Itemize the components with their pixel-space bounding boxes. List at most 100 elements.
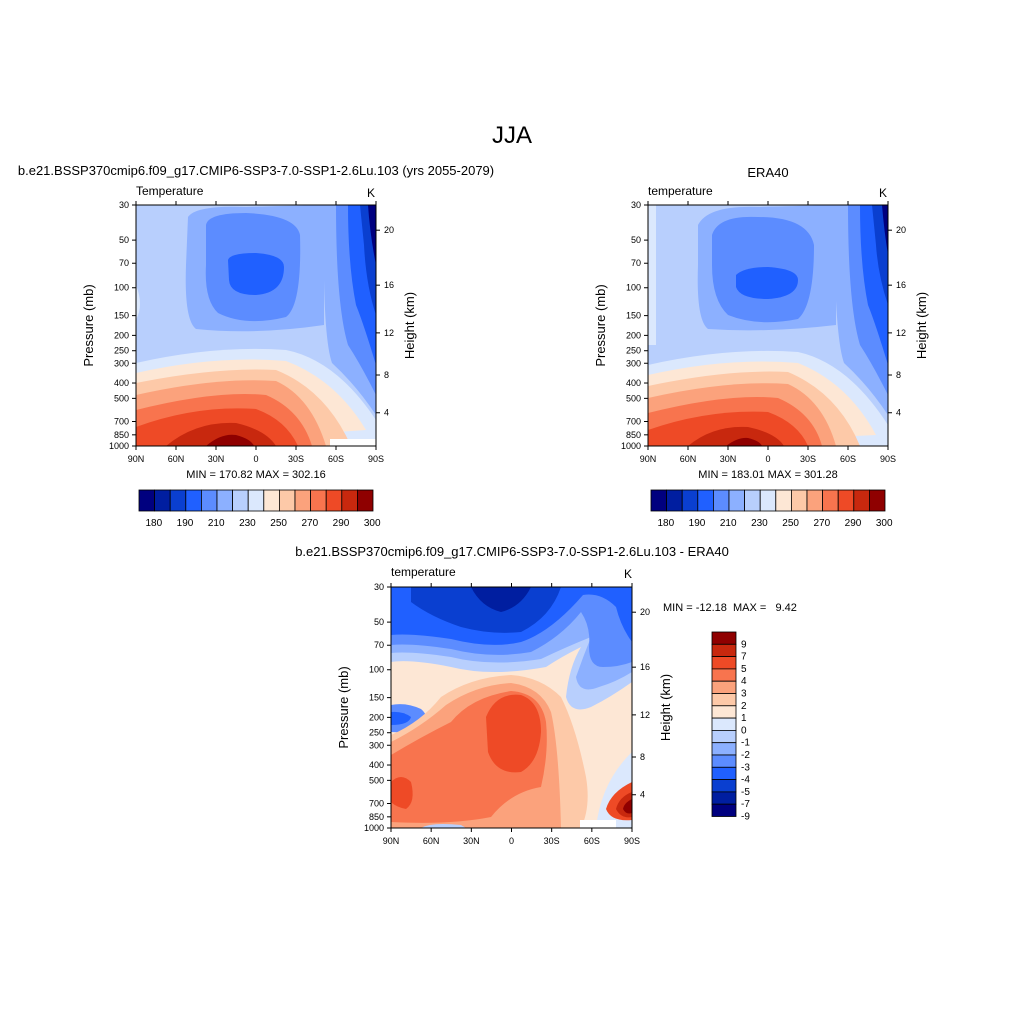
colorbar-swatch — [666, 489, 683, 512]
colorbar-swatch — [744, 489, 761, 512]
colorbar-swatch — [216, 489, 234, 512]
contour-band — [882, 205, 888, 255]
height-tick-label: 4 — [640, 790, 645, 800]
x-tick-label: 60N — [680, 454, 697, 464]
x-tick-label: 90N — [383, 836, 400, 846]
colorbar-label: 180 — [657, 518, 674, 529]
y-tick-label: 1000 — [109, 441, 129, 451]
y-tick-label: 700 — [369, 798, 384, 808]
colorbar-swatch — [169, 489, 187, 512]
colorbar-swatch — [185, 489, 202, 512]
height-tick-label: 8 — [640, 752, 645, 762]
colorbar-swatch — [650, 489, 668, 512]
colorbar-label: 9 — [741, 639, 747, 650]
colorbar-swatch — [711, 742, 737, 756]
colorbar-swatch — [247, 489, 265, 512]
contour-band — [471, 587, 531, 612]
colorbar-label: -3 — [741, 762, 750, 773]
colorbar-swatch — [711, 791, 737, 805]
y-tick-label: 70 — [374, 640, 384, 650]
y-tick-label: 150 — [114, 311, 129, 321]
colorbar-label: 300 — [364, 518, 381, 529]
colorbar-swatch — [310, 489, 327, 512]
y-tick-label: 850 — [369, 812, 384, 822]
contour-band — [368, 205, 376, 265]
contour-band — [228, 253, 284, 295]
height-tick-label: 20 — [384, 225, 394, 235]
colorbar-label: 0 — [741, 725, 747, 736]
y-tick-label: 1000 — [364, 823, 384, 833]
y-tick-label: 250 — [114, 346, 129, 356]
contour-band — [688, 426, 784, 446]
x-tick-label: 30N — [720, 454, 737, 464]
colorbar-label: 270 — [813, 518, 830, 529]
x-tick-label: 30S — [544, 836, 560, 846]
panel-diff: b.e21.BSSP370cmip6.f09_g17.CMIP6-SSP3-7.… — [295, 544, 797, 829]
colorbar-swatch — [200, 489, 218, 512]
colorbar-swatch — [154, 489, 171, 512]
colorbar-swatch — [711, 803, 737, 817]
x-tick-label: 30N — [208, 454, 225, 464]
y-axis-label: Pressure (mb) — [593, 284, 608, 366]
contour-band — [330, 439, 376, 446]
x-tick-label: 90N — [640, 454, 657, 464]
height-tick-label: 4 — [384, 408, 389, 418]
y-tick-label: 50 — [631, 235, 641, 245]
y-tick-label: 100 — [114, 283, 129, 293]
colorbar-swatch — [138, 489, 156, 512]
colorbar-label: 230 — [751, 518, 768, 529]
y-tick-label: 100 — [369, 665, 384, 675]
colorbar-label: 300 — [876, 518, 893, 529]
panel-subtitle-left: Temperature — [136, 184, 204, 198]
colorbar-label: 3 — [741, 689, 747, 700]
y-tick-label: 500 — [114, 393, 129, 403]
contour-band — [872, 205, 888, 305]
contour-band — [580, 820, 616, 828]
x-tick-label: 30S — [288, 454, 304, 464]
panel-title: b.e21.BSSP370cmip6.f09_g17.CMIP6-SSP3-7.… — [295, 544, 729, 559]
colorbar-label: -2 — [741, 750, 750, 761]
colorbar-swatch — [356, 489, 374, 512]
contour-band — [736, 267, 798, 299]
panel-subtitle-left: temperature — [391, 565, 456, 579]
y-tick-label: 250 — [626, 346, 641, 356]
x-tick-label: 90N — [128, 454, 145, 464]
colorbar-swatch — [681, 489, 699, 512]
y-tick-label: 70 — [631, 258, 641, 268]
colorbar-swatch — [263, 489, 280, 512]
y-tick-label: 500 — [626, 393, 641, 403]
colorbar-swatch — [711, 754, 737, 768]
y-tick-label: 300 — [369, 740, 384, 750]
colorbar-label: 290 — [333, 518, 350, 529]
contour-band — [411, 587, 561, 633]
colorbar-label: -1 — [741, 738, 750, 749]
colorbar-label: 2 — [741, 701, 747, 712]
contour-field — [391, 587, 632, 828]
height-tick-label: 20 — [640, 607, 650, 617]
colorbar-swatch — [711, 693, 737, 707]
colorbar-swatch — [711, 705, 737, 719]
colorbar-swatch — [341, 489, 358, 512]
colorbar-label: 1 — [741, 713, 747, 724]
y-tick-label: 700 — [626, 416, 641, 426]
contour-band — [206, 434, 254, 446]
colorbar-label: -5 — [741, 787, 750, 798]
colorbar-label: 190 — [177, 518, 194, 529]
x-tick-label: 30S — [800, 454, 816, 464]
colorbar-swatch — [759, 489, 777, 512]
contour-band — [421, 824, 466, 828]
colorbar-label: 4 — [741, 676, 747, 687]
contour-band — [391, 711, 411, 725]
colorbar-label: 190 — [689, 518, 706, 529]
colorbar-swatch — [711, 656, 737, 670]
panel-obs: ERA40 temperature K — [647, 165, 889, 447]
colorbar-label: 210 — [720, 518, 737, 529]
height-tick-label: 16 — [896, 280, 906, 290]
height-tick-label: 4 — [896, 408, 901, 418]
y-tick-label: 400 — [626, 378, 641, 388]
height-tick-label: 8 — [384, 370, 389, 380]
colorbar-label: 270 — [301, 518, 318, 529]
y-axis-label: Pressure (mb) — [336, 666, 351, 748]
colorbar-swatch — [711, 730, 737, 744]
